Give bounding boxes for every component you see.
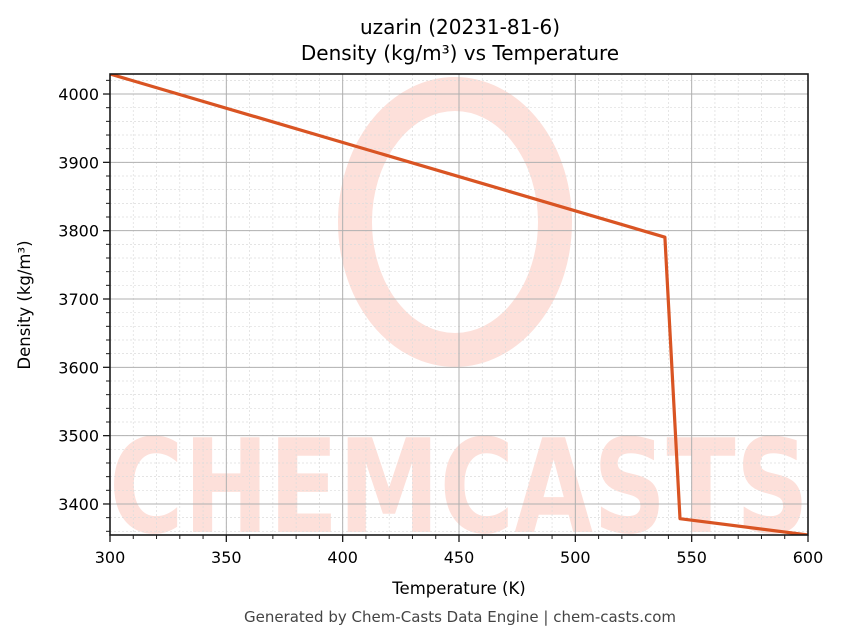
series-line bbox=[110, 74, 808, 535]
x-tick-label: 500 bbox=[560, 548, 591, 567]
y-tick-label: 3900 bbox=[58, 153, 99, 172]
x-tick-label: 300 bbox=[95, 548, 126, 567]
y-tick-label: 3800 bbox=[58, 222, 99, 241]
x-tick-labels: 300 350 400 450 500 550 600 bbox=[95, 548, 824, 567]
x-tick-label: 350 bbox=[211, 548, 242, 567]
y-tick-label: 3600 bbox=[58, 358, 99, 377]
x-tick-label: 550 bbox=[676, 548, 707, 567]
x-tick-label: 400 bbox=[327, 548, 358, 567]
x-tick-label: 600 bbox=[793, 548, 824, 567]
y-tick-labels: 3400 3500 3600 3700 3800 3900 4000 bbox=[58, 85, 99, 514]
y-tick-label: 3700 bbox=[58, 290, 99, 309]
density-line bbox=[110, 74, 808, 535]
axis-ticks bbox=[103, 79, 809, 542]
x-axis-label: Temperature (K) bbox=[391, 579, 525, 598]
y-tick-label: 3400 bbox=[58, 495, 99, 514]
watermark-swirl bbox=[338, 77, 572, 367]
chart-title-property: Density (kg/m³) vs Temperature bbox=[300, 41, 620, 65]
y-tick-label: 4000 bbox=[58, 85, 99, 104]
x-tick-label: 450 bbox=[444, 548, 475, 567]
y-axis-label: Density (kg/m³) bbox=[15, 240, 34, 369]
y-tick-label: 3500 bbox=[58, 427, 99, 446]
footer-credit: Generated by Chem-Casts Data Engine | ch… bbox=[243, 608, 677, 626]
chart-title-compound: uzarin (20231-81-6) bbox=[359, 15, 561, 39]
